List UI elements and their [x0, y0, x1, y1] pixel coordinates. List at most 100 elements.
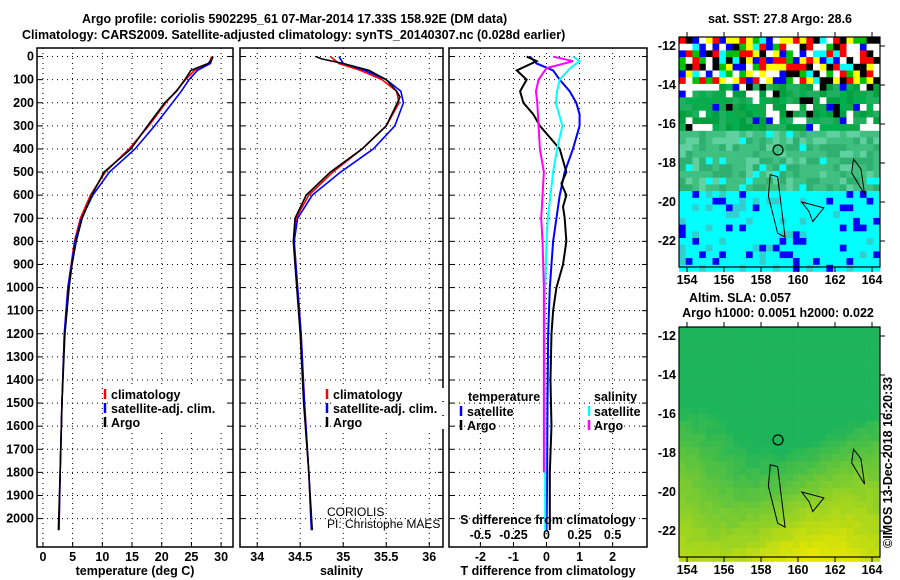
- map-x-tick-label: 162: [825, 273, 846, 287]
- x-tick-label: 2: [609, 550, 616, 564]
- x-tick-label: 20: [155, 550, 169, 564]
- x-tick-label-secondary: -0.25: [499, 528, 528, 542]
- y-tick-label: 1100: [7, 304, 34, 318]
- y-tick-label: 1600: [6, 419, 34, 433]
- y-tick-label: 100: [13, 73, 34, 87]
- map-y-tick-label: -14: [658, 78, 676, 92]
- panel-difference: -2 -1 0 1 2T difference from climatology temp…: [448, 47, 648, 578]
- x-tick-label: 35.5: [374, 550, 398, 564]
- plot-frame: [36, 47, 234, 548]
- y-tick-label: 300: [13, 119, 34, 133]
- map-y-tick-label: -18: [658, 156, 676, 170]
- coastline: [767, 174, 786, 238]
- map-frame: [678, 326, 881, 558]
- x-axis-label: temperature (deg C): [76, 564, 195, 578]
- map-x-tick-label: 164: [862, 563, 883, 577]
- y-tick-label: 200: [13, 96, 34, 110]
- y-tick-label: 500: [13, 165, 34, 179]
- plot-frame: [448, 47, 648, 548]
- pi-annotation: CORIOLIS: [327, 505, 384, 519]
- map-subtitle: Argo h1000: 0.0051 h2000: 0.022: [682, 306, 874, 320]
- legend-entry: satellite-adj. clim.: [111, 402, 215, 416]
- coastline: [800, 491, 825, 513]
- x-tick-label: 36: [422, 550, 436, 564]
- x-tick-label: 1: [576, 550, 583, 564]
- map-y-tick-label: -22: [658, 524, 676, 538]
- series-s-argo: [534, 55, 574, 473]
- map-raster: [679, 37, 881, 272]
- map-y-tick-label: -12: [658, 329, 676, 343]
- map-x-tick-label: 164: [862, 273, 883, 287]
- panel-salinity: 34 34.5 35 35.5 36 salinity climatologysatelli…: [239, 47, 447, 578]
- map-sst: 154 156 158 160 162 164 -12 -14 -16 -18 -20 -22 sat.…: [658, 12, 885, 287]
- argo-position-marker: [772, 434, 784, 446]
- x-tick-label: 25: [184, 550, 198, 564]
- map-y-tick-label: -18: [658, 446, 676, 460]
- credit-text: ©IMOS 13-Dec-2018 16:20:33: [881, 377, 895, 548]
- x-tick-label: 30: [214, 550, 228, 564]
- map-x-tick-label: 160: [788, 563, 809, 577]
- map-x-tick-label: 158: [751, 563, 772, 577]
- legend-bg: [110, 416, 225, 429]
- map-x-tick-label: 156: [714, 563, 735, 577]
- series-argo: [292, 55, 401, 531]
- legend-bg: [332, 402, 447, 415]
- coastline: [851, 447, 866, 485]
- map-x-tick-label: 158: [751, 273, 772, 287]
- legend-title-temperature: temperature: [468, 390, 540, 404]
- map-title: sat. SST: 27.8 Argo: 28.6: [708, 12, 852, 26]
- y-tick-label: 1700: [6, 442, 34, 456]
- legend-bg: [332, 388, 447, 401]
- x-tick-label: 15: [125, 550, 139, 564]
- series-s-satellite: [544, 55, 582, 531]
- x-tick-label-secondary: -0.5: [470, 528, 492, 542]
- legend-entry: climatology: [333, 388, 403, 402]
- series-satellite-adj-clim-: [293, 56, 405, 531]
- series-argo: [57, 56, 214, 531]
- y-tick-label: 700: [13, 211, 34, 225]
- x-tick-label: 34: [250, 550, 264, 564]
- y-tick-label: 0: [27, 50, 34, 64]
- y-tick-label: 1900: [6, 488, 34, 502]
- map-x-tick-label: 154: [677, 273, 698, 287]
- legend-entry-temperature: satellite: [467, 405, 514, 419]
- x-tick-label: -1: [508, 550, 519, 564]
- title-line-2: Climatology: CARS2009. Satellite-adjuste…: [22, 28, 565, 42]
- plot-frame: [239, 47, 444, 548]
- x-axis-label-secondary: S difference from climatology: [460, 513, 636, 527]
- y-tick-label: 1800: [6, 465, 34, 479]
- map-y-tick-label: -20: [658, 485, 676, 499]
- x-tick-label: 5: [69, 550, 76, 564]
- x-tick-label-secondary: 0: [543, 528, 550, 542]
- x-tick-label: 35: [336, 550, 350, 564]
- y-tick-label: 800: [13, 234, 34, 248]
- map-x-tick-label: 160: [788, 273, 809, 287]
- map-y-tick-label: -16: [658, 117, 676, 131]
- x-axis-label: T difference from climatology: [460, 564, 635, 578]
- x-axis-label: salinity: [320, 564, 363, 578]
- series-climatology: [58, 56, 213, 531]
- map-x-tick-label: 156: [714, 273, 735, 287]
- map-y-tick-label: -12: [658, 39, 676, 53]
- y-tick-label: 1000: [6, 281, 34, 295]
- series-t-argo: [514, 55, 568, 531]
- x-tick-label-secondary: 0.5: [604, 528, 621, 542]
- map-x-tick-label: 154: [677, 563, 698, 577]
- x-tick-label: -2: [475, 550, 486, 564]
- coastline: [767, 464, 786, 528]
- legend-entry: satellite-adj. clim.: [333, 402, 437, 416]
- y-tick-label: 1200: [6, 327, 34, 341]
- argo-position-marker: [772, 144, 784, 156]
- legend-bg: [332, 416, 447, 429]
- title-line-1: Argo profile: coriolis 5902295_61 07-Mar…: [82, 12, 507, 26]
- legend-entry: Argo: [111, 416, 141, 430]
- legend-entry: Argo: [333, 416, 363, 430]
- legend-entry-temperature: Argo: [467, 419, 497, 433]
- map-x-tick-label: 162: [825, 563, 846, 577]
- y-tick-label: 600: [13, 188, 34, 202]
- map-raster: [679, 327, 881, 562]
- map-frame: [678, 36, 881, 268]
- x-tick-label-secondary: 0.25: [567, 528, 591, 542]
- legend-entry-salinity: Argo: [594, 419, 624, 433]
